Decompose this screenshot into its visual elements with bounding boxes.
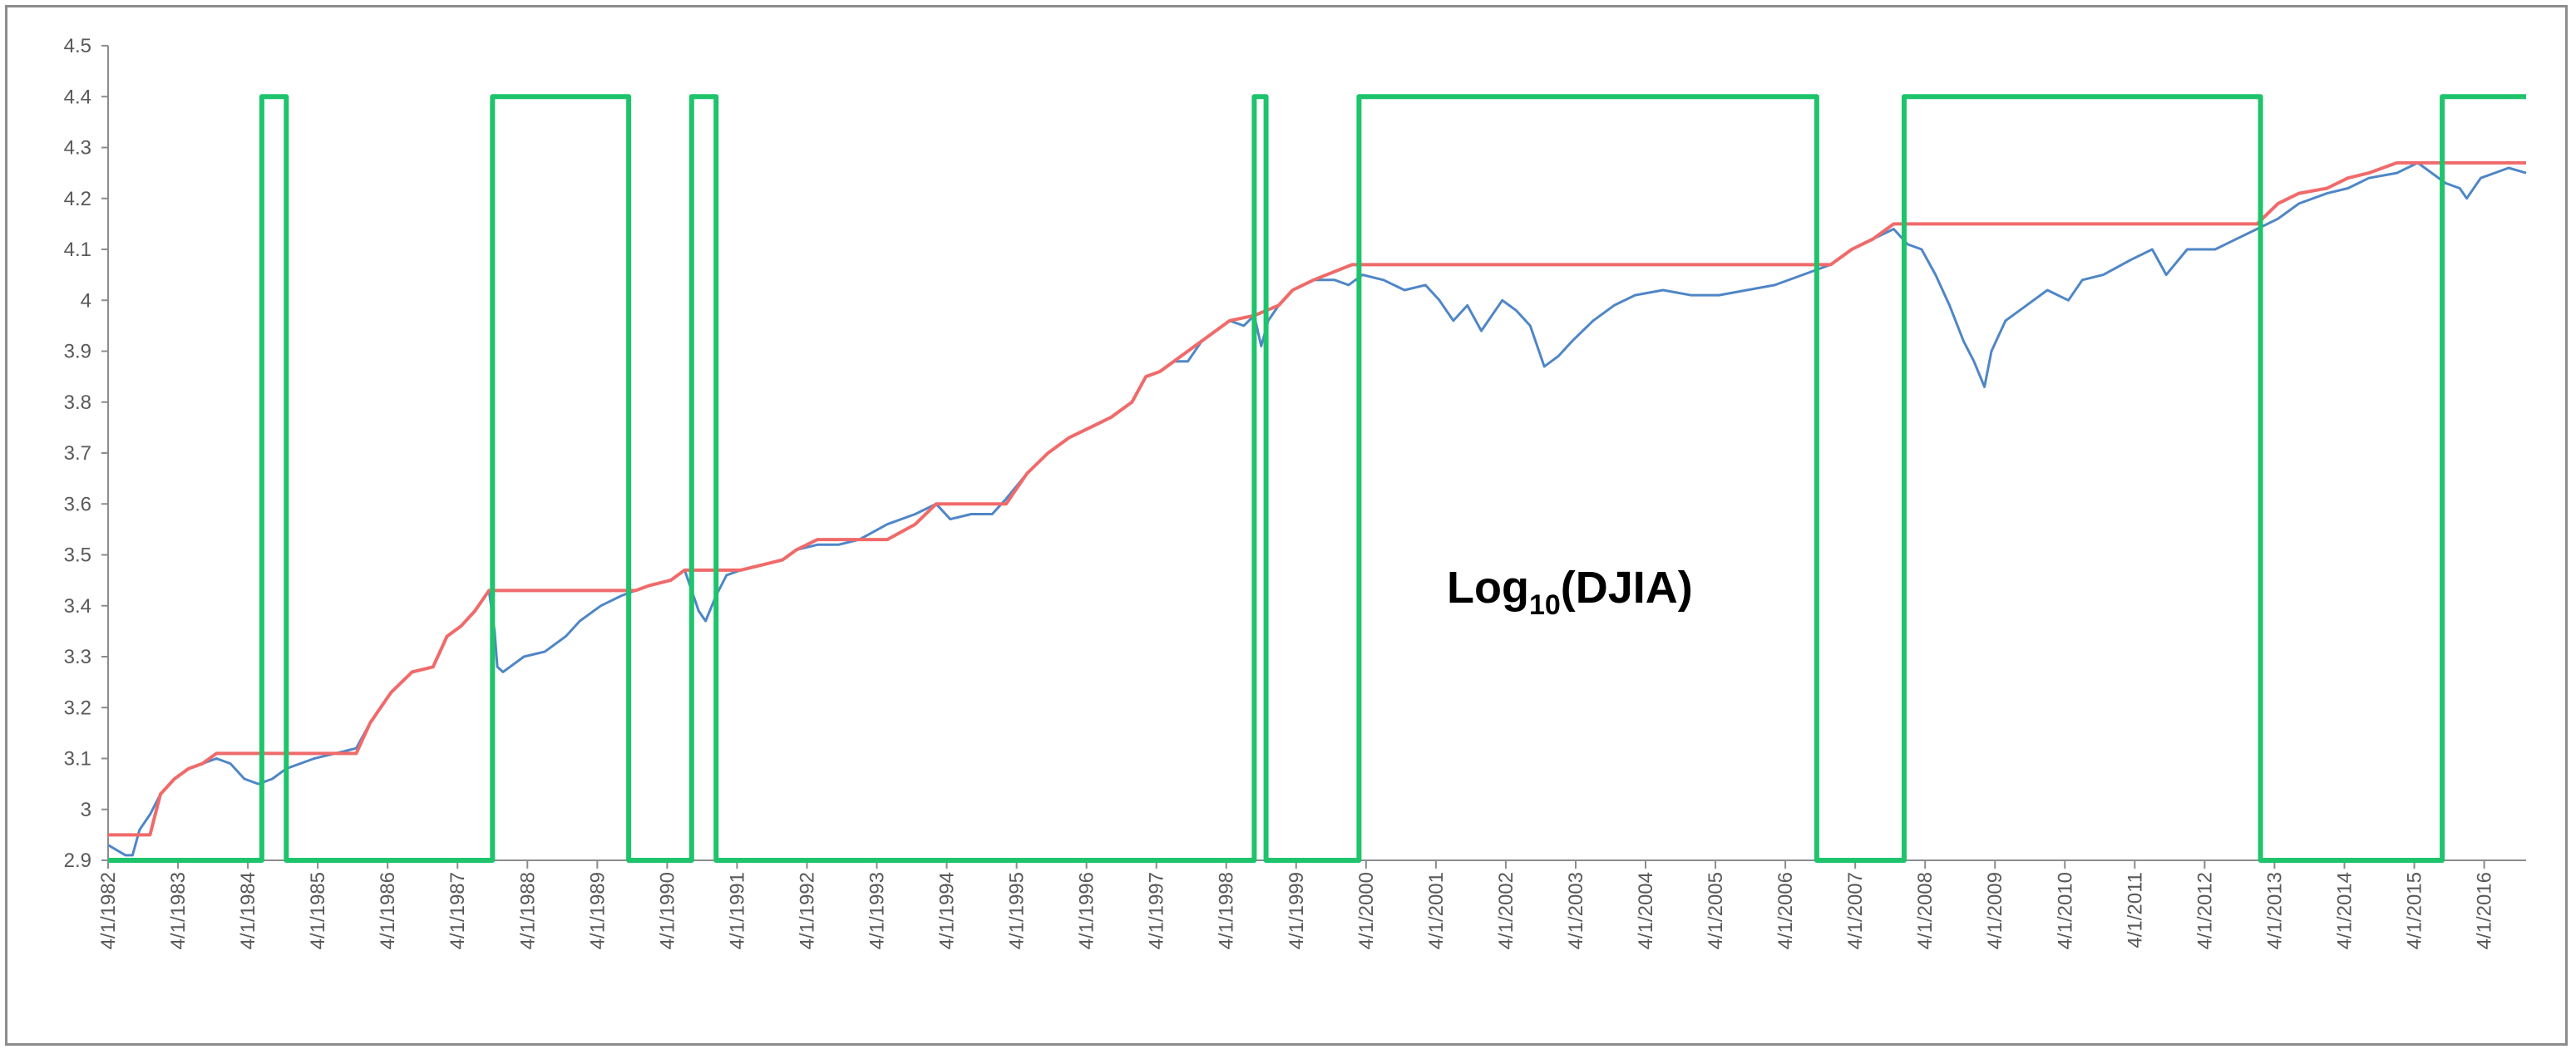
- x-tick-label: 4/1/2008: [1914, 872, 1937, 949]
- chart-frame: [5, 5, 2568, 1046]
- x-tick-label: 4/1/1982: [97, 872, 120, 949]
- y-tick-label: 4.3: [64, 137, 91, 160]
- y-tick-label: 3.8: [64, 392, 91, 414]
- x-tick-label: 4/1/2009: [1984, 872, 2006, 949]
- y-tick-label: 3.1: [64, 748, 91, 771]
- x-axis-ticks: 4/1/1982 4/1/1983 4/1/1984 4/1/1985 4/1/1986…: [97, 872, 2496, 949]
- y-tick-label: 4.5: [64, 35, 91, 57]
- x-tick-label: 4/1/1988: [516, 872, 539, 949]
- y-tick-label: 3: [81, 799, 91, 821]
- series-line-running_max: [108, 160, 2526, 837]
- x-tick-label: 4/1/2010: [2054, 872, 2076, 949]
- x-tick-label: 4/1/1995: [1006, 872, 1029, 949]
- x-tick-label: 4/1/2011: [2124, 872, 2146, 948]
- x-tick-label: 4/1/2007: [1844, 872, 1867, 949]
- x-tick-label: 4/1/1994: [936, 872, 959, 949]
- x-tick-label: 4/1/1998: [1216, 872, 1238, 949]
- x-tick-label: 4/1/1997: [1146, 872, 1168, 949]
- y-tick-label: 3.4: [64, 595, 91, 618]
- y-tick-label: 4.4: [64, 86, 91, 108]
- x-tick-label: 4/1/2012: [2194, 872, 2216, 949]
- y-tick-label: 3.3: [64, 646, 91, 668]
- x-tick-label: 4/1/1999: [1286, 872, 1308, 949]
- y-tick-label: 3.2: [64, 697, 91, 719]
- x-tick-label: 4/1/2004: [1635, 872, 1657, 949]
- y-tick-label: 3.7: [64, 442, 91, 465]
- plot-lines: [107, 94, 2527, 863]
- x-tick-label: 4/1/1986: [377, 872, 399, 949]
- x-tick-label: 4/1/2016: [2474, 872, 2496, 949]
- x-tick-label: 4/1/1989: [586, 872, 609, 949]
- y-axis-ticks: 2.9 3 3.1 3.2 3.3 3.4 3.5 3.6 3.7 3.8 3.9 4 4.1 4.2 4.…: [64, 35, 91, 872]
- y-tick-label: 4: [81, 289, 91, 312]
- x-tick-label: 4/1/1984: [237, 872, 259, 949]
- x-tick-label: 4/1/1992: [796, 872, 818, 949]
- x-tick-label: 4/1/1993: [866, 872, 889, 949]
- x-tick-label: 4/1/2002: [1495, 872, 1517, 949]
- axes: [101, 45, 2526, 869]
- x-tick-label: 4/1/1985: [307, 872, 329, 949]
- x-tick-label: 4/1/2014: [2333, 872, 2356, 949]
- series-line-djia: [107, 161, 2527, 857]
- x-tick-label: 4/1/1996: [1076, 872, 1098, 949]
- y-tick-label: 3.5: [64, 544, 91, 567]
- y-tick-label: 2.9: [64, 850, 91, 872]
- series-line-indicator: [108, 94, 2526, 863]
- x-tick-label: 4/1/2015: [2404, 872, 2426, 949]
- x-tick-label: 4/1/1991: [726, 872, 748, 949]
- x-tick-label: 4/1/2000: [1355, 872, 1378, 949]
- y-tick-label: 3.6: [64, 493, 91, 515]
- y-tick-label: 4.1: [64, 239, 91, 261]
- x-tick-label: 4/1/1983: [167, 872, 190, 949]
- x-tick-label: 4/1/2001: [1425, 872, 1448, 949]
- y-tick-label: 3.9: [64, 341, 91, 363]
- x-tick-label: 4/1/1987: [447, 872, 469, 949]
- x-tick-label: 4/1/2013: [2263, 872, 2286, 949]
- y-tick-label: 4.2: [64, 188, 91, 210]
- x-tick-label: 4/1/1990: [656, 872, 679, 949]
- x-tick-label: 4/1/2006: [1774, 872, 1797, 949]
- x-tick-label: 4/1/2003: [1565, 872, 1587, 949]
- x-tick-label: 4/1/2005: [1705, 872, 1727, 949]
- series-annotation: Log10(DJIA): [1447, 563, 1693, 621]
